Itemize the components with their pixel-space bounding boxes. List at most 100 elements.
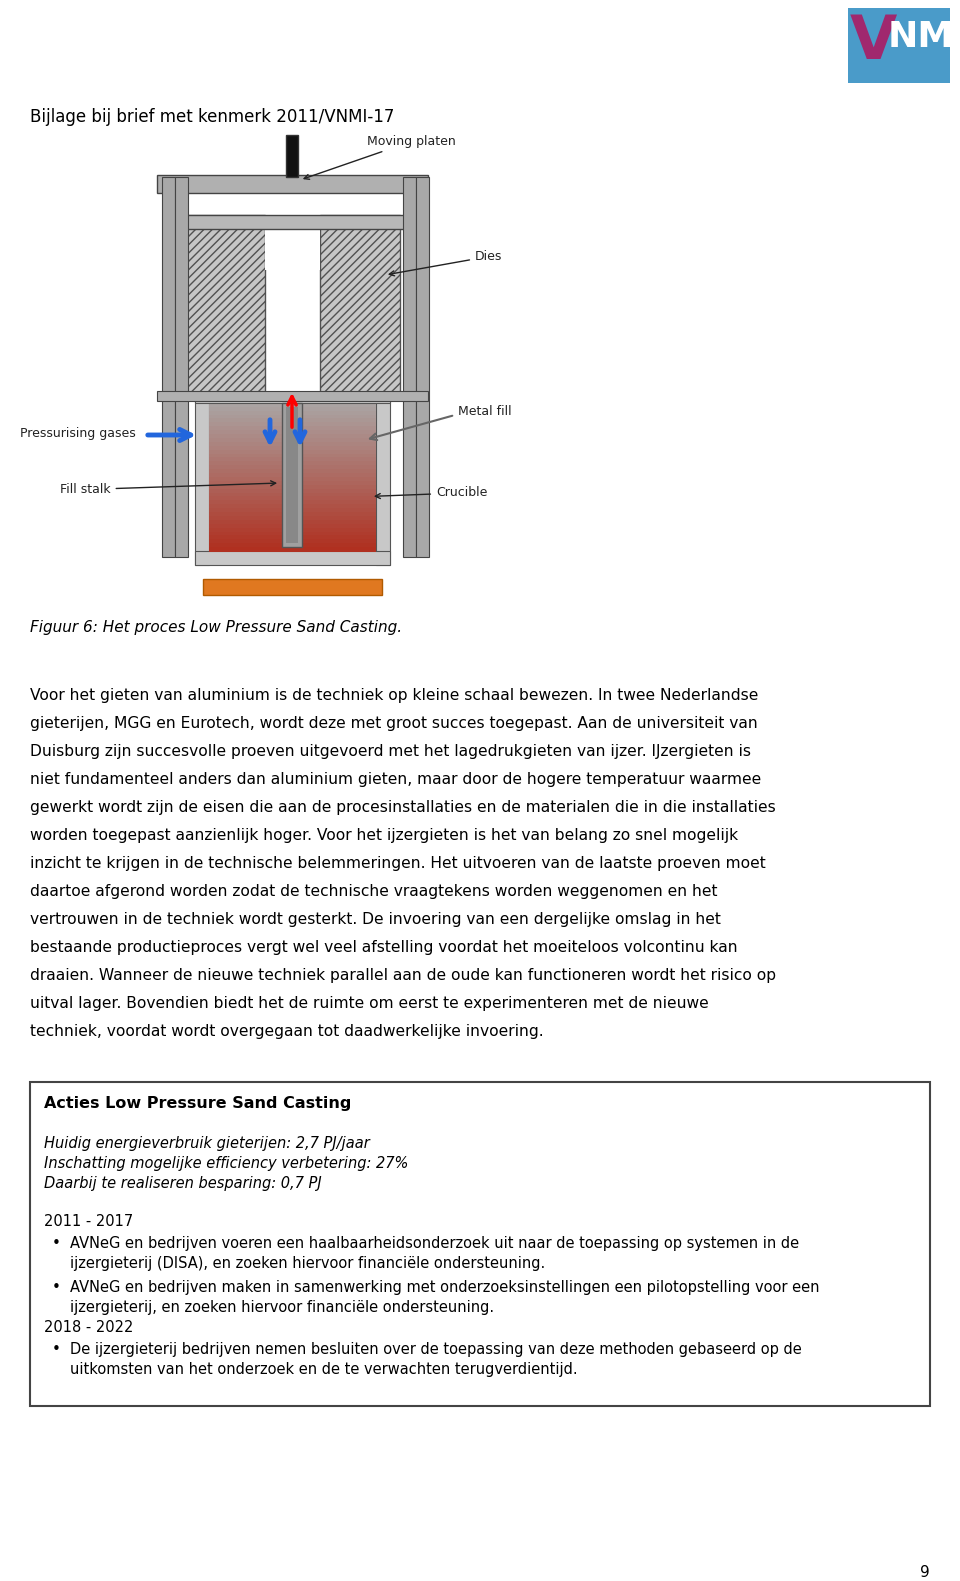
Bar bbox=[209, 465, 376, 470]
Bar bbox=[209, 493, 376, 498]
Bar bbox=[278, 259, 306, 391]
Bar bbox=[209, 512, 376, 517]
Bar bbox=[209, 531, 376, 536]
Bar bbox=[185, 215, 265, 395]
Bar bbox=[265, 215, 320, 270]
Bar bbox=[209, 441, 376, 447]
Bar bbox=[209, 496, 376, 501]
Text: •: • bbox=[52, 1236, 60, 1251]
Text: Figuur 6: Het proces Low Pressure Sand Casting.: Figuur 6: Het proces Low Pressure Sand C… bbox=[30, 620, 402, 636]
Bar bbox=[848, 8, 950, 82]
Text: 2018 - 2022: 2018 - 2022 bbox=[44, 1320, 133, 1334]
Text: Pressurising gases: Pressurising gases bbox=[20, 427, 135, 440]
Bar bbox=[209, 470, 376, 474]
Bar bbox=[209, 508, 376, 512]
Bar bbox=[209, 515, 376, 520]
Bar bbox=[282, 403, 302, 547]
Text: ijzergieterij (DISA), en zoeken hiervoor financiële ondersteuning.: ijzergieterij (DISA), en zoeken hiervoor… bbox=[70, 1255, 545, 1271]
Bar bbox=[209, 438, 376, 443]
Bar bbox=[209, 403, 376, 408]
Text: techniek, voordat wordt overgegaan tot daadwerkelijke invoering.: techniek, voordat wordt overgegaan tot d… bbox=[30, 1024, 543, 1039]
Text: De ijzergieterij bedrijven nemen besluiten over de toepassing van deze methoden : De ijzergieterij bedrijven nemen besluit… bbox=[70, 1342, 802, 1356]
Text: •: • bbox=[52, 1342, 60, 1356]
Bar bbox=[209, 398, 376, 403]
Text: Moving platen: Moving platen bbox=[304, 134, 456, 179]
Text: Duisburg zijn succesvolle proeven uitgevoerd met het lagedrukgieten van ijzer. I: Duisburg zijn succesvolle proeven uitgev… bbox=[30, 745, 751, 759]
Bar bbox=[175, 177, 188, 557]
Bar bbox=[209, 481, 376, 485]
Bar bbox=[209, 449, 376, 454]
Text: vertrouwen in de techniek wordt gesterkt. De invoering van een dergelijke omslag: vertrouwen in de techniek wordt gesterkt… bbox=[30, 912, 721, 926]
Text: 2011 - 2017: 2011 - 2017 bbox=[44, 1214, 133, 1228]
Text: Daarbij te realiseren besparing: 0,7 PJ: Daarbij te realiseren besparing: 0,7 PJ bbox=[44, 1176, 322, 1190]
Bar bbox=[157, 391, 428, 402]
Text: Crucible: Crucible bbox=[375, 487, 488, 500]
Bar bbox=[403, 177, 416, 557]
Bar bbox=[209, 414, 376, 419]
Text: Huidig energieverbruik gieterijen: 2,7 PJ/jaar: Huidig energieverbruik gieterijen: 2,7 P… bbox=[44, 1137, 370, 1151]
Bar bbox=[209, 446, 376, 451]
Text: Fill stalk: Fill stalk bbox=[60, 481, 276, 496]
Bar bbox=[209, 406, 376, 411]
Text: niet fundamenteel anders dan aluminium gieten, maar door de hogere temperatuur w: niet fundamenteel anders dan aluminium g… bbox=[30, 772, 761, 787]
Bar bbox=[209, 419, 376, 424]
Text: uitkomsten van het onderzoek en de te verwachten terugverdientijd.: uitkomsten van het onderzoek en de te ve… bbox=[70, 1361, 578, 1377]
Text: gieterijen, MGG en Eurotech, wordt deze met groot succes toegepast. Aan de unive: gieterijen, MGG en Eurotech, wordt deze … bbox=[30, 716, 757, 730]
Bar bbox=[209, 411, 376, 416]
Bar bbox=[286, 134, 298, 177]
Bar bbox=[286, 406, 298, 542]
Text: ijzergieterij, en zoeken hiervoor financiële ondersteuning.: ijzergieterij, en zoeken hiervoor financ… bbox=[70, 1300, 494, 1315]
Bar bbox=[195, 395, 390, 403]
Bar bbox=[209, 422, 376, 427]
Text: •: • bbox=[52, 1281, 60, 1295]
Bar bbox=[209, 454, 376, 458]
Text: AVNeG en bedrijven maken in samenwerking met onderzoeksinstellingen een pilotops: AVNeG en bedrijven maken in samenwerking… bbox=[70, 1281, 820, 1295]
Bar bbox=[195, 395, 209, 564]
Bar bbox=[209, 500, 376, 506]
Bar bbox=[209, 539, 376, 544]
Bar bbox=[180, 215, 405, 229]
Text: draaien. Wanneer de nieuwe techniek parallel aan de oude kan functioneren wordt : draaien. Wanneer de nieuwe techniek para… bbox=[30, 968, 776, 983]
Text: Bijlage bij brief met kenmerk 2011/VNMI-17: Bijlage bij brief met kenmerk 2011/VNMI-… bbox=[30, 108, 395, 126]
Bar bbox=[209, 462, 376, 466]
Bar bbox=[209, 457, 376, 462]
Bar bbox=[162, 177, 175, 557]
Bar bbox=[30, 1081, 930, 1406]
Text: 9: 9 bbox=[921, 1565, 930, 1579]
Bar bbox=[209, 485, 376, 490]
Bar bbox=[416, 177, 429, 557]
Bar bbox=[320, 215, 400, 395]
Bar bbox=[209, 477, 376, 482]
Text: daartoe afgerond worden zodat de technische vraagtekens worden weggenomen en het: daartoe afgerond worden zodat de technis… bbox=[30, 884, 717, 900]
Bar bbox=[209, 473, 376, 477]
Bar bbox=[157, 175, 428, 193]
Bar bbox=[203, 579, 382, 594]
Bar bbox=[376, 395, 390, 564]
Bar bbox=[209, 427, 376, 432]
Text: worden toegepast aanzienlijk hoger. Voor het ijzergieten is het van belang zo sn: worden toegepast aanzienlijk hoger. Voor… bbox=[30, 828, 738, 843]
Text: gewerkt wordt zijn de eisen die aan de procesinstallaties en de materialen die i: gewerkt wordt zijn de eisen die aan de p… bbox=[30, 800, 776, 814]
Bar bbox=[209, 547, 376, 552]
Text: Metal fill: Metal fill bbox=[458, 405, 512, 417]
Text: inzicht te krijgen in de technische belemmeringen. Het uitvoeren van de laatste : inzicht te krijgen in de technische bele… bbox=[30, 855, 766, 871]
Text: uitval lager. Bovendien biedt het de ruimte om eerst te experimenteren met de ni: uitval lager. Bovendien biedt het de rui… bbox=[30, 996, 708, 1010]
Bar bbox=[209, 395, 376, 400]
Bar bbox=[209, 430, 376, 435]
Bar bbox=[209, 528, 376, 533]
Text: Inschatting mogelijke efficiency verbetering: 27%: Inschatting mogelijke efficiency verbete… bbox=[44, 1156, 408, 1172]
Text: bestaande productieproces vergt wel veel afstelling voordat het moeiteloos volco: bestaande productieproces vergt wel veel… bbox=[30, 941, 737, 955]
Bar bbox=[209, 435, 376, 440]
Text: AVNeG en bedrijven voeren een haalbaarheidsonderzoek uit naar de toepassing op s: AVNeG en bedrijven voeren een haalbaarhe… bbox=[70, 1236, 799, 1251]
Text: Acties Low Pressure Sand Casting: Acties Low Pressure Sand Casting bbox=[44, 1096, 351, 1111]
Text: Voor het gieten van aluminium is de techniek op kleine schaal bewezen. In twee N: Voor het gieten van aluminium is de tech… bbox=[30, 688, 758, 704]
Bar bbox=[209, 536, 376, 541]
Text: Dies: Dies bbox=[389, 250, 502, 275]
Text: V: V bbox=[850, 13, 898, 73]
Text: NMI: NMI bbox=[888, 21, 960, 54]
Bar bbox=[209, 489, 376, 493]
Bar bbox=[209, 520, 376, 525]
Bar bbox=[209, 544, 376, 549]
Bar bbox=[209, 523, 376, 528]
Bar bbox=[195, 552, 390, 564]
Bar bbox=[209, 504, 376, 509]
